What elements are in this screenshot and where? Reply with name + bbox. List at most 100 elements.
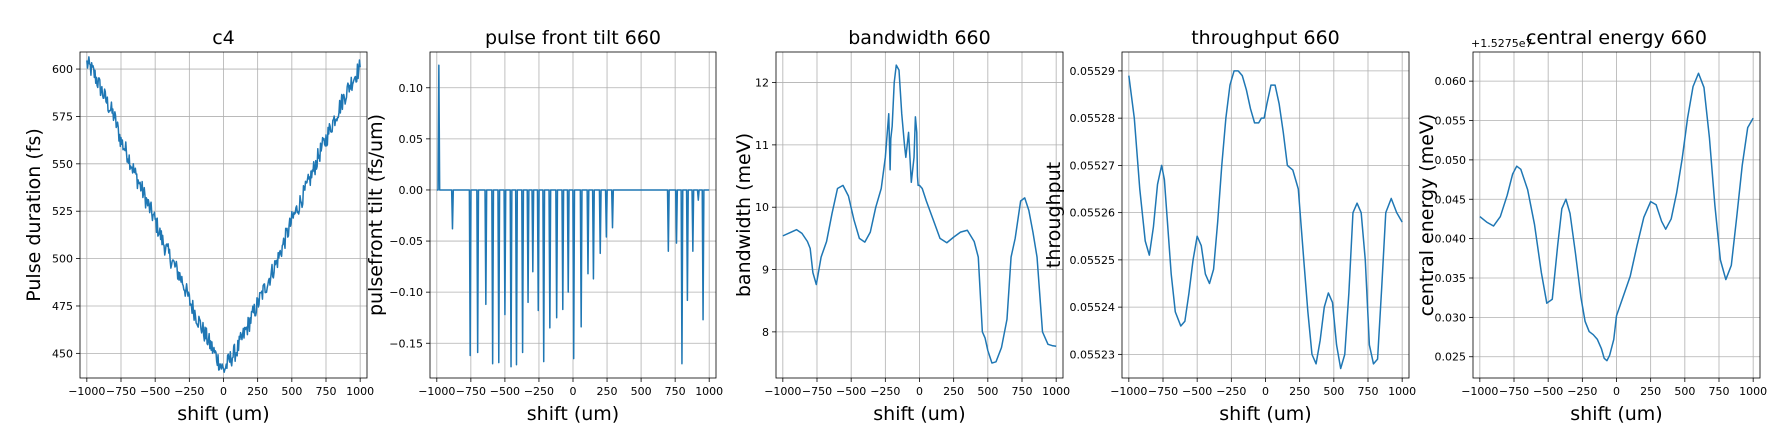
y-tick-label: 0.05528 [1070, 112, 1116, 125]
x-tick-label: −750 [106, 385, 136, 398]
y-axis-label: central energy (meV) [1416, 114, 1438, 317]
x-tick-label: 500 [1674, 385, 1695, 398]
x-tick-label: 500 [1323, 385, 1344, 398]
series-line [436, 64, 710, 368]
x-tick-label: 750 [1709, 385, 1730, 398]
x-tick-label: 250 [943, 385, 964, 398]
y-offset-label: +1.5275e7 [1471, 37, 1532, 50]
y-axis-label: Pulse duration (fs) [23, 128, 45, 301]
y-tick-label: 575 [52, 110, 73, 123]
y-tick-label: −0.05 [389, 235, 423, 248]
x-tick-label: 1000 [1388, 385, 1416, 398]
x-tick-label: 1000 [346, 385, 374, 398]
y-tick-label: 0.05529 [1070, 65, 1116, 78]
x-tick-label: 0 [1613, 385, 1620, 398]
y-tick-label: 11 [755, 139, 769, 152]
series-line [1128, 70, 1403, 370]
x-tick-label: 1000 [695, 385, 723, 398]
x-tick-label: 0 [220, 385, 227, 398]
y-tick-label: 0.05523 [1070, 348, 1116, 361]
x-tick-label: 500 [977, 385, 998, 398]
chart-title: bandwidth 660 [848, 27, 990, 49]
x-tick-label: −500 [1182, 385, 1212, 398]
chart-panel-1: −1000 −750 −500 −250 0 250 500 750 1000 450 475 500… [23, 27, 374, 425]
series-line [86, 56, 361, 373]
y-tick-label: 0.055 [1435, 115, 1467, 128]
y-tick-label: 8 [762, 326, 769, 339]
x-tick-label: −500 [836, 385, 866, 398]
x-tick-label: −1000 [418, 385, 455, 398]
x-tick-label: −750 [1148, 385, 1178, 398]
y-tick-label: 12 [755, 77, 769, 90]
x-axis-label: shift (um) [177, 403, 269, 425]
chart-panel-3: −1000 −750 −500 −250 0 250 500 750 1000 8 9 10 11 12 b… [733, 27, 1070, 425]
y-tick-label: 0.045 [1435, 193, 1467, 206]
x-tick-label: 1000 [1042, 385, 1070, 398]
y-tick-label: 0.05526 [1070, 207, 1116, 220]
x-tick-label: −250 [524, 385, 554, 398]
x-tick-label: −250 [174, 385, 204, 398]
y-tick-label: 0.060 [1435, 75, 1467, 88]
x-tick-label: 0 [916, 385, 923, 398]
x-axis-label: shift (um) [873, 403, 965, 425]
y-axis-label: bandwidth (meV) [733, 133, 755, 297]
x-tick-label: 750 [1358, 385, 1379, 398]
y-tick-label: 0.025 [1435, 351, 1467, 364]
x-tick-label: −250 [1567, 385, 1597, 398]
y-tick-label: 0.05524 [1070, 301, 1116, 314]
x-axis-label: shift (um) [527, 403, 619, 425]
x-tick-label: 0 [1262, 385, 1269, 398]
x-tick-label: −500 [1533, 385, 1563, 398]
series-line [1479, 72, 1754, 362]
y-tick-label: 0.030 [1435, 311, 1467, 324]
y-axis-label: pulsefront tilt (fs/um) [365, 114, 387, 316]
y-axis-label: throughput [1043, 162, 1065, 268]
y-tick-label: 550 [52, 158, 73, 171]
x-tick-label: −1000 [1461, 385, 1498, 398]
x-tick-label: 250 [247, 385, 268, 398]
x-tick-label: 750 [1012, 385, 1033, 398]
x-tick-label: −500 [490, 385, 520, 398]
x-tick-label: −750 [456, 385, 486, 398]
x-tick-label: −750 [802, 385, 832, 398]
x-tick-label: 0 [570, 385, 577, 398]
y-tick-label: 10 [755, 201, 769, 214]
chart-panel-4: −1000 −750 −500 −250 0 250 500 750 1000 0.05523 0.… [1043, 27, 1416, 425]
chart-title: c4 [212, 27, 235, 49]
x-tick-label: 1000 [1739, 385, 1767, 398]
x-tick-label: 500 [631, 385, 652, 398]
x-tick-label: −250 [1216, 385, 1246, 398]
series-line [782, 64, 1057, 364]
y-tick-label: 0.040 [1435, 233, 1467, 246]
chart-panel-2: −1000 −750 −500 −250 0 250 500 750 1000 −0.15 −0.1… [365, 27, 723, 425]
plot-frame [429, 51, 717, 379]
x-axis-label: shift (um) [1219, 403, 1311, 425]
y-tick-label: 0.035 [1435, 272, 1467, 285]
x-tick-label: 250 [597, 385, 618, 398]
y-tick-label: 0.10 [399, 82, 424, 95]
x-axis-label: shift (um) [1570, 403, 1662, 425]
x-tick-label: 250 [1289, 385, 1310, 398]
x-tick-label: −1000 [1110, 385, 1147, 398]
x-tick-label: −750 [1499, 385, 1529, 398]
y-tick-label: 450 [52, 347, 73, 360]
plot-frame [1121, 51, 1410, 379]
y-tick-label: 475 [52, 300, 73, 313]
x-tick-label: −1000 [764, 385, 801, 398]
chart-title: central energy 660 [1526, 27, 1707, 49]
y-tick-label: −0.15 [389, 337, 423, 350]
x-tick-label: −250 [870, 385, 900, 398]
x-tick-label: −500 [140, 385, 170, 398]
y-tick-label: 600 [52, 63, 73, 76]
plot-frame [79, 51, 368, 379]
y-tick-label: 0.05 [399, 133, 424, 146]
chart-title: throughput 660 [1191, 27, 1340, 49]
x-tick-label: −1000 [68, 385, 105, 398]
x-tick-label: 500 [281, 385, 302, 398]
x-tick-label: 750 [316, 385, 337, 398]
y-tick-label: −0.10 [389, 286, 423, 299]
y-tick-label: 0.05527 [1070, 159, 1116, 172]
x-tick-label: 750 [665, 385, 686, 398]
chart-title: pulse front tilt 660 [485, 27, 661, 49]
